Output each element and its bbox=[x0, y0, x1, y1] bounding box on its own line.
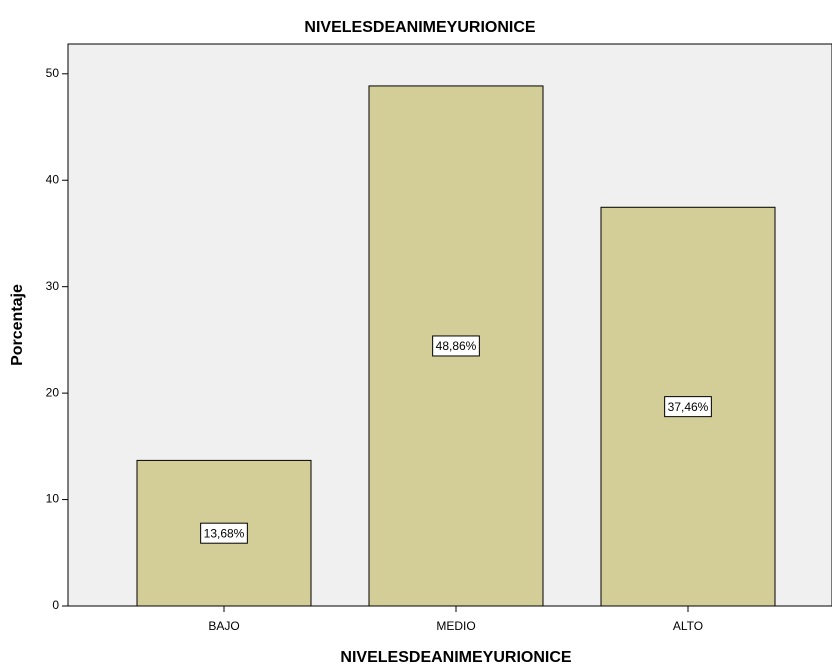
value-label-box bbox=[432, 335, 480, 357]
x-tick-label: MEDIO bbox=[436, 619, 475, 633]
value-label: 37,46% bbox=[668, 400, 709, 414]
chart-title: NIVELESDEANIMEYURIONICE bbox=[304, 19, 535, 36]
x-tick-label: ALTO bbox=[673, 619, 703, 633]
x-axis-label: NIVELESDEANIMEYURIONICE bbox=[340, 649, 571, 666]
y-tick-label: 20 bbox=[46, 385, 60, 399]
y-tick-label: 0 bbox=[52, 598, 59, 612]
value-label-box bbox=[664, 396, 712, 418]
y-tick-label: 40 bbox=[46, 172, 60, 186]
value-label: 13,68% bbox=[204, 526, 245, 540]
y-tick-label: 10 bbox=[46, 492, 60, 506]
y-axis-label: Porcentaje bbox=[9, 284, 26, 366]
value-label: 48,86% bbox=[436, 339, 477, 353]
y-tick-label: 30 bbox=[46, 279, 60, 293]
value-label-box bbox=[200, 522, 248, 544]
x-tick-label: BAJO bbox=[208, 619, 239, 633]
y-tick-label: 50 bbox=[46, 66, 60, 80]
